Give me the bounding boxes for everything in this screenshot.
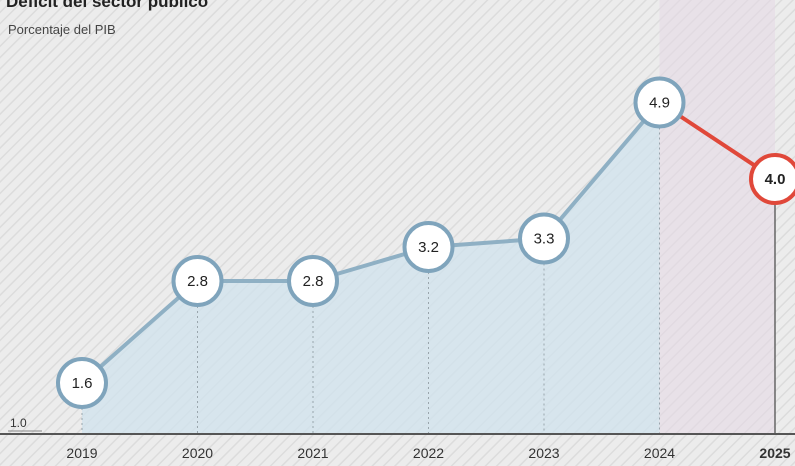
data-label-2019: 1.6 bbox=[72, 375, 93, 392]
data-label-2022: 3.2 bbox=[418, 239, 439, 256]
x-tick-label-2020: 2020 bbox=[182, 445, 213, 461]
chart-title: Déficit del sector público bbox=[6, 0, 209, 11]
x-tick-label-2021: 2021 bbox=[297, 445, 328, 461]
series-area bbox=[82, 102, 660, 434]
data-label-2020: 2.8 bbox=[187, 273, 208, 290]
line-segment-2023-2024 bbox=[542, 100, 662, 241]
data-point-2021 bbox=[287, 255, 339, 307]
projection-band bbox=[659, 0, 775, 434]
data-point-2022 bbox=[402, 221, 455, 273]
x-tick-label-2023: 2023 bbox=[528, 445, 559, 461]
y-axis-tick-label: 1.0 bbox=[10, 416, 27, 430]
data-label-2025: 4.0 bbox=[765, 171, 786, 188]
x-tick-label-2025: 2025 bbox=[759, 445, 790, 461]
data-label-2021: 2.8 bbox=[303, 273, 324, 290]
x-tick-label-2019: 2019 bbox=[66, 445, 97, 461]
data-point-2025 bbox=[749, 153, 795, 205]
data-point-2019 bbox=[56, 357, 108, 409]
data-label-2023: 3.3 bbox=[534, 231, 555, 248]
x-tick-label-2022: 2022 bbox=[413, 445, 444, 461]
data-label-2024: 4.9 bbox=[649, 95, 670, 112]
x-tick-label-2024: 2024 bbox=[644, 445, 675, 461]
chart-subtitle: Porcentaje del PIB bbox=[8, 22, 116, 37]
data-point-2024 bbox=[633, 76, 686, 129]
data-point-2020 bbox=[171, 255, 224, 307]
data-point-2023 bbox=[518, 212, 570, 265]
